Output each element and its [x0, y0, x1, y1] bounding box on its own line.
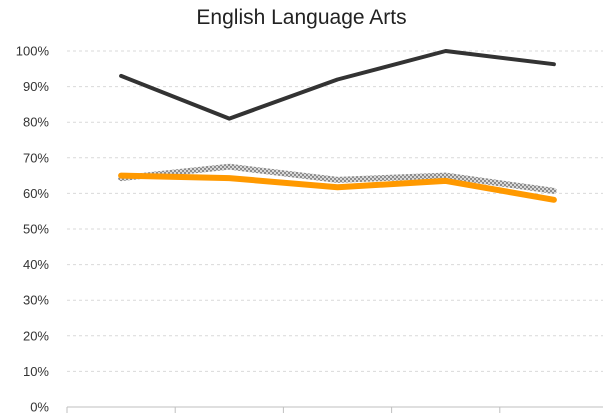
y-tick-label: 0%: [30, 400, 49, 415]
gridlines: [67, 50, 603, 372]
y-tick-label: 30%: [23, 293, 49, 308]
y-tick-label: 80%: [23, 115, 49, 130]
y-tick-label: 20%: [23, 328, 49, 343]
y-tick-label: 10%: [23, 364, 49, 379]
series-1-line: [119, 49, 556, 121]
y-tick-label: 100%: [16, 44, 50, 59]
y-axis-ticks: 0% 10% 20% 30% 40% 50% 60% 70% 80% 90% 100%: [16, 44, 50, 415]
y-tick-label: 50%: [23, 222, 49, 237]
chart-title: English Language Arts: [196, 6, 407, 29]
y-tick-label: 40%: [23, 257, 49, 272]
y-tick-label: 70%: [23, 150, 49, 165]
x-axis: [66, 406, 603, 413]
y-tick-label: 90%: [23, 79, 49, 94]
series-2-line: [118, 163, 557, 194]
series-3-line: [118, 172, 557, 203]
y-tick-label: 60%: [23, 186, 49, 201]
series-layer: [118, 49, 557, 203]
